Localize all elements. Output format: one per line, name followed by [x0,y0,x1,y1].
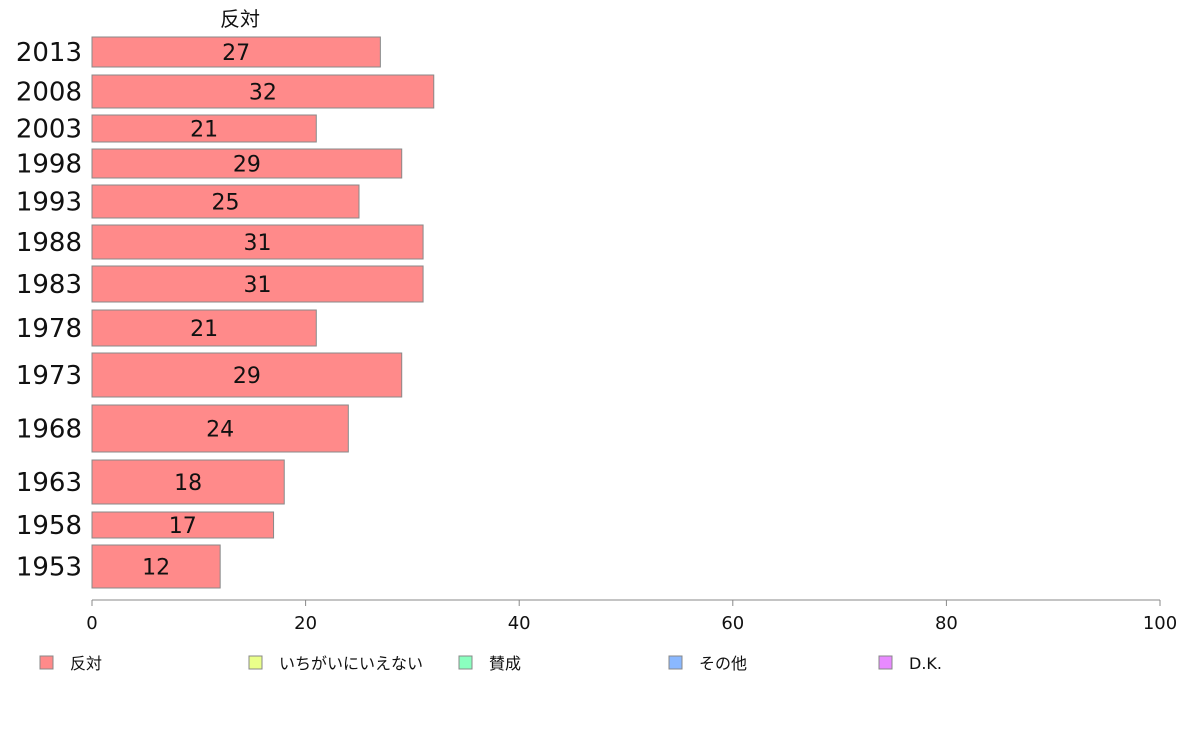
category-label-1973: 1973 [16,361,82,391]
category-label-1953: 1953 [16,553,82,583]
legend-swatch-3 [668,655,683,670]
data-label-1953: 12 [142,556,170,581]
year-labels: 2013 2008 2003 1998 1993 1988 1983 1978 1973 1968… [16,38,82,583]
category-label-2013: 2013 [16,38,82,68]
legend: 反対 いちがいにいえない 賛成 その他 D.K. [39,654,942,673]
data-label-1968: 24 [206,418,234,443]
legend-label-3: その他 [699,654,747,673]
bar-1983 [91,265,424,303]
bar-1963 [91,459,285,505]
x-tick-label-60: 60 [721,613,744,634]
category-label-1963: 1963 [16,468,82,498]
x-axis: 0 20 40 60 80 100 [86,599,1177,634]
bar-1978 [91,309,317,347]
data-label-1988: 31 [244,231,272,256]
category-label-1978: 1978 [16,314,82,344]
legend-swatch-2 [458,655,473,670]
data-label-1993: 25 [212,191,240,216]
bar-2013 [91,36,381,68]
bar-1953 [91,544,221,589]
data-label-1973: 29 [233,364,261,389]
data-label-2008: 32 [249,81,277,106]
category-label-1958: 1958 [16,511,82,541]
category-label-1993: 1993 [16,188,82,218]
legend-label-2: 賛成 [489,654,521,673]
data-label-1958: 17 [169,514,197,539]
bar-1998 [91,148,403,179]
legend-swatch-0 [39,655,54,670]
legend-label-4: D.K. [909,654,942,673]
category-label-1988: 1988 [16,228,82,258]
category-label-1998: 1998 [16,150,82,180]
legend-swatch-4 [878,655,893,670]
bar-2003 [91,114,317,143]
bar-1968 [91,404,349,453]
legend-label-0: 反対 [70,654,102,673]
data-label-1978: 21 [190,317,218,342]
bar-1958 [91,511,275,539]
x-tick-label-100: 100 [1143,613,1177,634]
bar-1973 [91,352,403,398]
x-tick-label-0: 0 [86,613,97,634]
bar-1988 [91,224,424,260]
category-label-2003: 2003 [16,115,82,145]
x-tick-label-40: 40 [508,613,531,634]
data-label-2013: 27 [222,41,250,66]
legend-label-1: いちがいにいえない [279,654,423,673]
data-label-1998: 29 [233,153,261,178]
data-label-1963: 18 [174,471,202,496]
category-label-2008: 2008 [16,78,82,108]
legend-swatch-1 [248,655,263,670]
category-label-1983: 1983 [16,270,82,300]
bar-1993 [91,184,360,219]
data-label-1983: 31 [244,273,272,298]
data-label-2003: 21 [190,118,218,143]
bars [91,36,435,589]
x-tick-label-80: 80 [935,613,958,634]
category-label-1968: 1968 [16,415,82,445]
bar-2008 [91,74,435,109]
x-tick-label-20: 20 [294,613,317,634]
series-title: 反対 [220,7,260,31]
